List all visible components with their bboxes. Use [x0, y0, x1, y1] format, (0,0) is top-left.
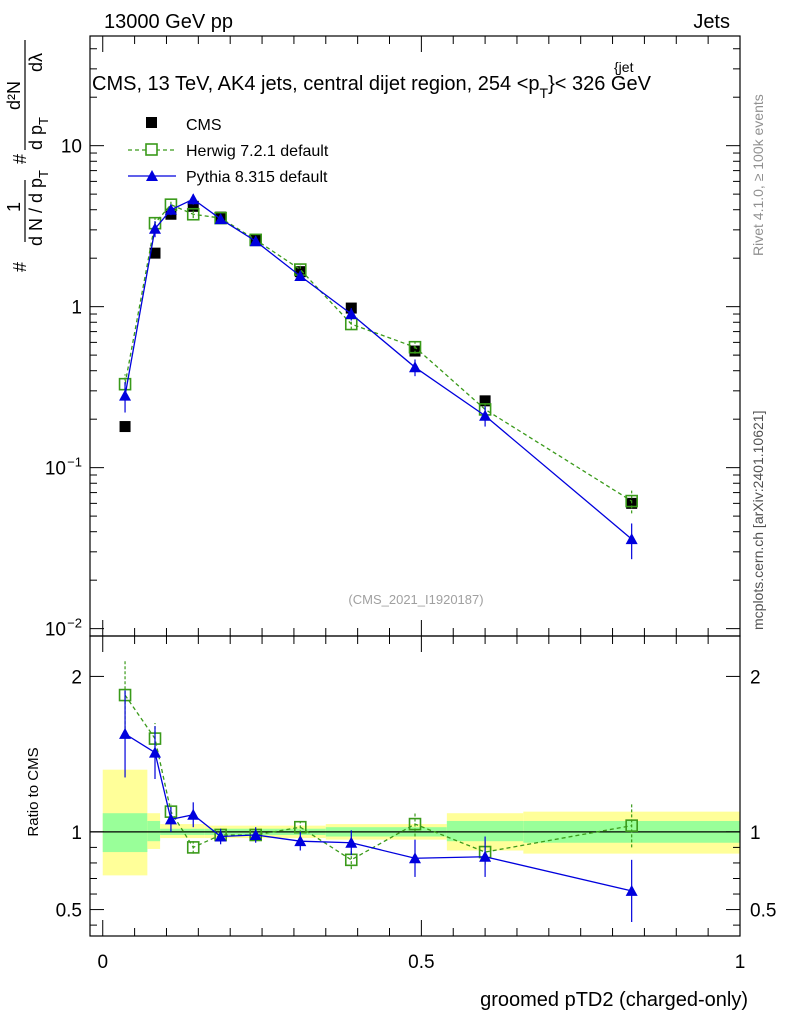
ratio-point-pythia: [345, 836, 358, 848]
legend-herwig-marker: [145, 143, 158, 156]
ylabel-hash-1: #: [10, 262, 30, 272]
main-point-pythia: [345, 308, 358, 320]
ratio-point-herwig: [408, 817, 422, 831]
collision-label: 13000 GeV pp: [104, 11, 233, 33]
main-y-tick-exponent: −2: [67, 616, 82, 631]
ratio-point-pythia: [409, 852, 421, 864]
legend: CMS Herwig 7.2.1 default Pythia 8.315 de…: [128, 117, 329, 186]
ylabel-dp-text: d p: [26, 125, 46, 150]
main-line-herwig: [124, 203, 633, 502]
legend-pythia-label: Pythia 8.315 default: [186, 169, 328, 186]
main-point-cms: [479, 395, 491, 407]
legend-cms-label: CMS: [186, 117, 222, 134]
plot-title: CMS, 13 TeV, AK4 jets, central dijet reg…: [92, 73, 652, 101]
main-y-tick-label: 1: [71, 298, 82, 319]
main-point-pythia: [187, 193, 200, 205]
ratio-y-tick-label-right: 1: [750, 823, 761, 844]
main-point-pythia: [214, 213, 227, 225]
plot-title-superscript: {jet: [614, 59, 634, 75]
x-tick-label: 0.5: [408, 952, 434, 973]
category-label: Jets: [693, 11, 730, 33]
main-point-herwig: [625, 494, 638, 508]
ratio-band-inner: [147, 820, 161, 842]
main-y-tick-label: 10: [61, 137, 82, 158]
plot-title-sub: T: [540, 85, 549, 101]
main-y-tick-label: 10: [45, 620, 66, 641]
main-point-herwig: [408, 340, 422, 354]
ylabel-dn: d N / d pT: [26, 170, 51, 246]
legend-herwig-label: Herwig 7.2.1 default: [186, 143, 329, 160]
x-axis-label: groomed pTD2 (charged-only): [480, 989, 748, 1011]
legend-cms-marker: [146, 117, 157, 128]
ylabel-dp-sub: T: [36, 117, 51, 125]
main-point-cms: [149, 247, 161, 259]
main-y-tick-exponent: −1: [67, 455, 82, 470]
rivet-version-label: Rivet 4.1.0, ≥ 100k events: [750, 94, 766, 256]
main-line-pythia: [124, 198, 633, 540]
plot-title-end: }< 326 GeV: [548, 73, 652, 95]
ratio-plot-area: 2 2 1 1 0.5 0.5 0 0.5 1: [56, 636, 776, 973]
main-point-cms: [119, 421, 131, 433]
ratio-point-pythia: [187, 808, 200, 820]
ratio-y-tick-label-right: 0.5: [750, 901, 776, 922]
ylabel-one: 1: [4, 202, 24, 212]
ratio-y-tick-label-left: 1: [71, 823, 82, 844]
ylabel-dp: d pT: [26, 117, 51, 150]
ylabel-dn-sub: T: [36, 170, 51, 178]
ratio-point-pythia: [479, 850, 492, 862]
ratio-point-herwig: [625, 819, 638, 832]
main-point-pythia: [479, 409, 492, 421]
mcplots-label: mcplots.cern.ch [arXiv:2401.10621]: [750, 411, 766, 630]
x-tick-label: 0: [97, 952, 108, 973]
main-point-pythia: [164, 203, 177, 215]
ratio-point-pythia: [214, 830, 227, 842]
legend-pythia-marker: [146, 170, 158, 181]
main-point-pythia: [294, 270, 307, 282]
ratio-band-inner: [446, 820, 524, 842]
ratio-y-tick-label-left: 2: [71, 667, 82, 688]
main-point-pythia: [625, 533, 638, 545]
ylabel-d2n: d²N: [4, 81, 24, 110]
main-point-pythia: [249, 235, 262, 247]
ratio-point-pythia: [149, 746, 161, 758]
ratio-point-herwig: [186, 841, 200, 854]
ylabel-hash-2: #: [10, 154, 30, 164]
main-point-pythia: [409, 361, 421, 373]
main-point-pythia: [149, 222, 161, 234]
ratio-band-inner: [102, 813, 148, 853]
main-y-tick-label: 10: [45, 459, 66, 480]
main-point-cms: [187, 200, 199, 212]
ratio-frame: [89, 635, 741, 937]
ratio-y-axis-label: Ratio to CMS: [25, 747, 42, 836]
ratio-point-pythia: [294, 835, 307, 847]
ratio-y-tick-label-right: 2: [750, 667, 761, 688]
x-tick-label: 1: [735, 952, 746, 973]
ylabel-dn-text: d N / d p: [26, 178, 46, 246]
ratio-point-pythia: [164, 813, 177, 825]
ratio-point-pythia: [625, 884, 638, 896]
main-point-pythia: [119, 389, 132, 401]
plot-title-main: CMS, 13 TeV, AK4 jets, central dijet reg…: [92, 73, 540, 95]
ratio-point-pythia: [249, 828, 262, 840]
ylabel-dlambda: dλ: [26, 53, 46, 72]
ratio-y-tick-label-left: 0.5: [56, 901, 82, 922]
main-point-herwig: [186, 207, 200, 221]
ratio-panel: 2 2 1 1 0.5 0.5 0 0.5 1 Ratio to CMS groomed pTD…: [25, 635, 776, 1011]
ratio-point-pythia: [119, 727, 132, 739]
analysis-watermark: (CMS_2021_I1920187): [348, 592, 483, 607]
main-y-axis-label: # 1 d N / d pT # d²N d pT dλ: [4, 40, 51, 272]
